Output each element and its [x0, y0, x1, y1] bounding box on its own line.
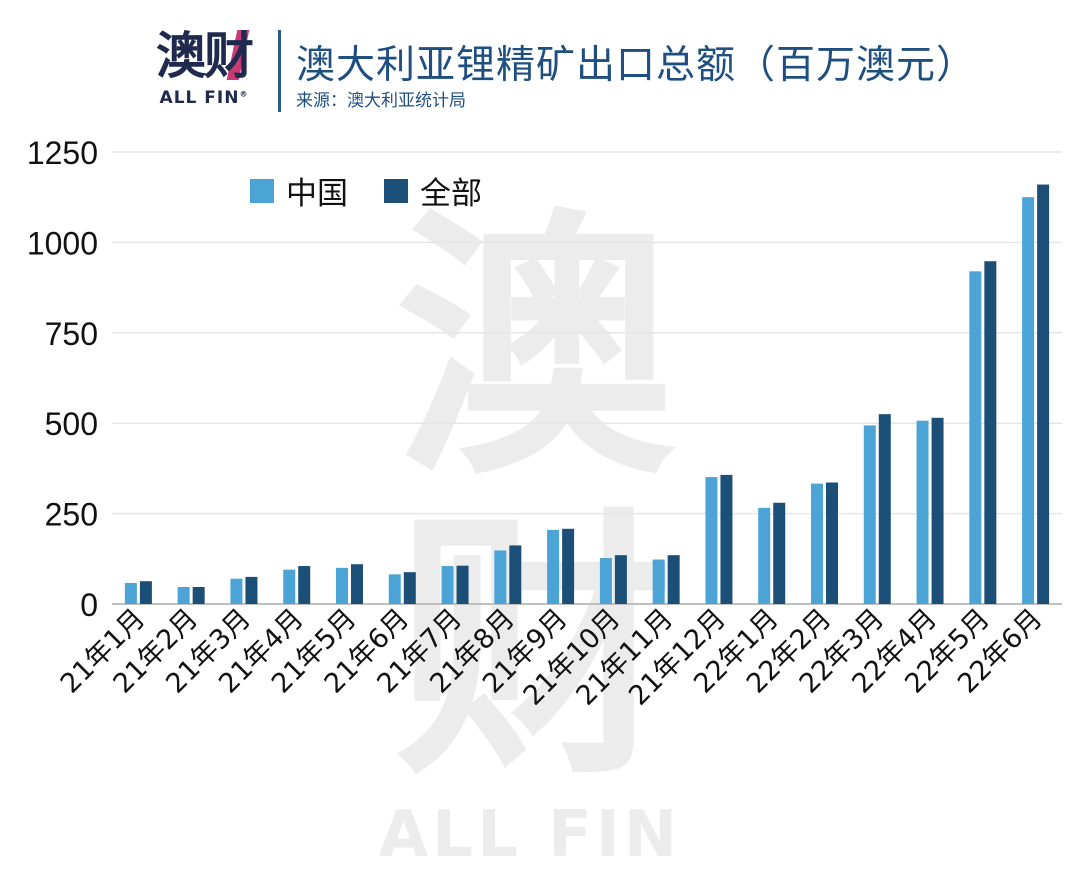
bar-china — [916, 420, 929, 604]
bar-all — [298, 566, 311, 604]
y-tick-label: 1000 — [27, 225, 98, 261]
chart-source: 来源：澳大利亚统计局 — [296, 91, 466, 111]
bar-all — [403, 572, 416, 604]
bar-all — [139, 581, 152, 604]
bar-all — [773, 502, 786, 604]
bar-all — [931, 417, 944, 604]
bar-all — [984, 261, 997, 604]
bar-china — [230, 578, 243, 604]
chart-legend: 中国 全部 — [250, 168, 518, 213]
bar-china — [811, 483, 823, 604]
bar-all — [509, 545, 522, 604]
bar-china — [336, 567, 348, 604]
bar-china — [599, 558, 612, 604]
bar-china — [124, 583, 137, 604]
bar-all — [562, 528, 575, 604]
bar-china — [863, 425, 876, 604]
bar-china — [758, 507, 771, 604]
bar-all — [456, 565, 469, 604]
chart-title: 澳大利亚锂精矿出口总额（百万澳元） — [296, 43, 977, 88]
bar-china — [177, 587, 190, 604]
registered-mark: ® — [239, 89, 249, 99]
bar-china — [969, 271, 982, 604]
brand-logo: 澳财 ALL FIN® — [140, 26, 268, 116]
bar-chart: 02505007501000125021年1月21年2月21年3月21年4月21… — [27, 135, 1062, 712]
bar-all — [1037, 184, 1050, 604]
bar-china — [705, 477, 718, 604]
bar-all — [826, 482, 838, 604]
legend-swatch-all — [384, 178, 408, 203]
logo-english-label: ALL FIN — [159, 88, 240, 108]
header-divider — [278, 30, 281, 112]
bar-all — [720, 474, 733, 604]
y-tick-label: 0 — [80, 587, 98, 623]
y-tick-label: 750 — [45, 316, 98, 352]
legend-swatch-china — [250, 178, 274, 203]
y-tick-label: 250 — [45, 497, 98, 533]
legend-item-all: 全部 — [384, 168, 482, 213]
bar-china — [652, 559, 665, 604]
bar-china — [388, 574, 401, 604]
bar-china — [494, 550, 507, 604]
y-tick-label: 1250 — [27, 135, 98, 171]
y-tick-label: 500 — [45, 406, 98, 442]
logo-chinese-text: 澳财 — [156, 27, 254, 85]
legend-item-china: 中国 — [250, 168, 348, 213]
bar-china — [1022, 197, 1035, 604]
bar-all — [245, 576, 258, 604]
watermark-english: ALL FIN — [378, 798, 682, 872]
bar-china — [283, 569, 296, 604]
bar-all — [667, 555, 680, 604]
bar-all — [878, 414, 891, 604]
bar-all — [192, 587, 205, 604]
bar-china — [441, 566, 454, 604]
logo-english-text: ALL FIN® — [140, 88, 268, 108]
chart-header: 澳财 ALL FIN® 澳大利亚锂精矿出口总额（百万澳元） 来源：澳大利亚统计局 — [0, 0, 1080, 120]
legend-label-china: 中国 — [286, 176, 348, 212]
bar-all — [351, 564, 363, 604]
legend-label-all: 全部 — [420, 176, 482, 212]
bar-china — [547, 529, 560, 604]
bar-all — [614, 555, 627, 604]
